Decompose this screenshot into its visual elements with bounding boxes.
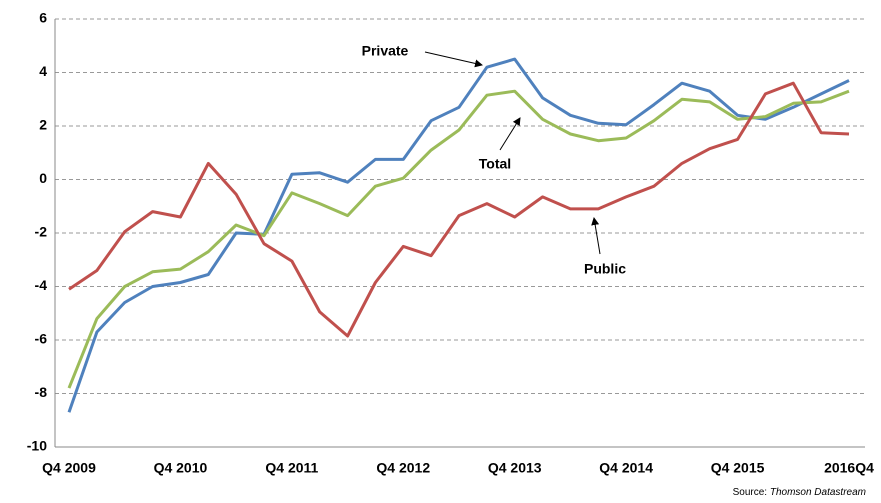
x-tick-label: Q4 2011	[265, 460, 318, 476]
series-label: Private	[362, 43, 409, 59]
series-line	[67, 57, 850, 413]
y-tick-label: -2	[35, 224, 48, 240]
annotation-arrow	[499, 117, 521, 151]
annotation-arrow	[591, 217, 601, 255]
series-line	[68, 81, 850, 338]
x-tick-label: Q4 2015	[711, 460, 765, 476]
y-tick-label: 0	[39, 170, 47, 186]
series-label: Total	[479, 156, 511, 172]
x-tick-label: 2016Q4	[824, 460, 874, 476]
x-tick-label: Q4 2014	[599, 460, 653, 476]
y-tick-label: -4	[35, 277, 48, 293]
y-tick-label: -10	[27, 438, 47, 454]
y-tick-label: 4	[39, 63, 47, 79]
series-label: Public	[584, 261, 626, 277]
y-tick-label: 6	[39, 10, 47, 26]
source: Source: Thomson Datastream	[733, 487, 866, 498]
y-tick-label: -8	[35, 384, 48, 400]
y-tick-label: -6	[35, 331, 48, 347]
y-tick-label: 2	[39, 117, 47, 133]
x-tick-label: Q4 2013	[488, 460, 542, 476]
x-tick-label: Q4 2012	[376, 460, 430, 476]
source-label: Source:	[733, 487, 767, 498]
source-name: Thomson Datastream	[770, 487, 866, 498]
series-line	[67, 89, 850, 389]
x-tick-label: Q4 2009	[42, 460, 96, 476]
annotation-arrow	[424, 51, 483, 68]
x-tick-label: Q4 2010	[154, 460, 208, 476]
